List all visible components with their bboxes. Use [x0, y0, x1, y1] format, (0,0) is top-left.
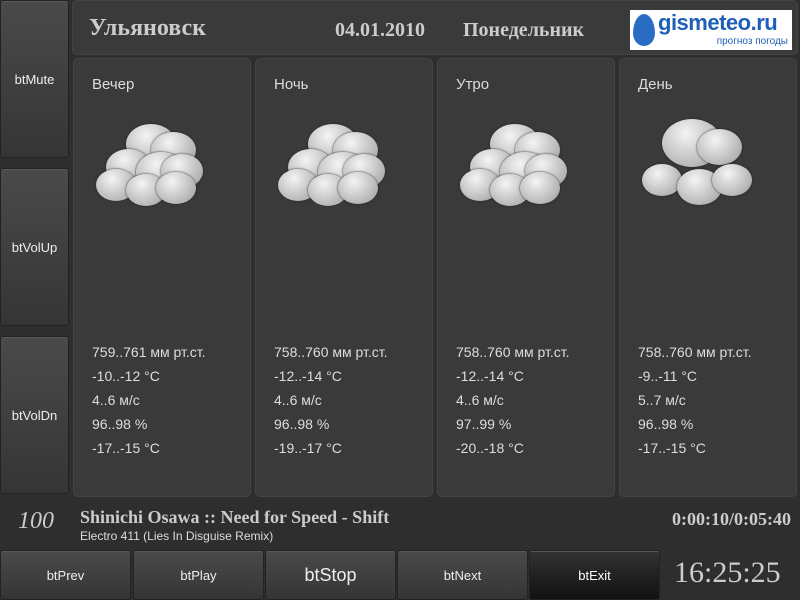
volume-level: 100 — [18, 508, 54, 534]
feels-like: -17..-15 °C — [638, 440, 706, 456]
track-subtitle: Electro 411 (Lies In Disguise Remix) — [80, 529, 274, 543]
humidity: 96..98 % — [274, 416, 330, 432]
cloudy-icon — [460, 114, 570, 206]
logo-tagline: прогноз погоды — [716, 36, 788, 47]
wind: 4..6 м/с — [92, 392, 140, 408]
wind: 5..7 м/с — [638, 392, 686, 408]
humidity: 96..98 % — [638, 416, 694, 432]
cloudy-snow-icon — [642, 114, 752, 205]
wind: 4..6 м/с — [456, 392, 504, 408]
forecast-panel-1: Ночь 758..760 мм рт.ст. -12..-14 °C 4..6… — [255, 58, 433, 497]
period-title: День — [638, 76, 673, 93]
forecast-panel-0: Вечер 759..761 мм рт.ст. -10..-12 °C 4..… — [73, 58, 251, 497]
volume-up-button[interactable]: btVolUp — [0, 168, 69, 326]
mute-button[interactable]: btMute — [0, 0, 69, 158]
city-name: Ульяновск — [89, 15, 207, 41]
pressure: 758..760 мм рт.ст. — [274, 344, 388, 360]
stop-button[interactable]: btStop — [265, 550, 396, 600]
feels-like: -17..-15 °C — [92, 440, 160, 456]
forecast-panel-3: День 758..760 мм рт.ст. -9..-11 °C 5..7 … — [619, 58, 797, 497]
feels-like: -19..-17 °C — [274, 440, 342, 456]
track-time: 0:00:10/0:05:40 — [672, 509, 791, 529]
prev-button[interactable]: btPrev — [0, 550, 131, 600]
temperature: -12..-14 °C — [456, 368, 524, 384]
wind: 4..6 м/с — [274, 392, 322, 408]
humidity: 97..99 % — [456, 416, 512, 432]
exit-button[interactable]: btExit — [529, 550, 660, 600]
date: 04.01.2010 — [335, 19, 425, 41]
temperature: -9..-11 °C — [638, 368, 698, 384]
track-title: Shinichi Osawa :: Need for Speed - Shift — [80, 507, 390, 527]
humidity: 96..98 % — [92, 416, 148, 432]
drop-icon — [633, 14, 655, 46]
cloudy-icon — [96, 114, 206, 206]
period-title: Вечер — [92, 76, 135, 93]
next-button[interactable]: btNext — [397, 550, 528, 600]
cloudy-icon — [278, 114, 388, 206]
play-button[interactable]: btPlay — [133, 550, 264, 600]
volume-down-button[interactable]: btVolDn — [0, 336, 69, 494]
temperature: -12..-14 °C — [274, 368, 342, 384]
logo-brand: gismeteo.ru — [658, 10, 778, 35]
gismeteo-logo: gismeteo.ru прогноз погоды — [630, 10, 792, 50]
header: Ульяновск 04.01.2010 Понедельник gismete… — [72, 0, 798, 55]
clock: 16:25:25 — [674, 556, 781, 589]
weekday: Понедельник — [463, 19, 585, 41]
temperature: -10..-12 °C — [92, 368, 160, 384]
pressure: 758..760 мм рт.ст. — [638, 344, 752, 360]
pressure: 759..761 мм рт.ст. — [92, 344, 206, 360]
pressure: 758..760 мм рт.ст. — [456, 344, 570, 360]
period-title: Утро — [456, 76, 490, 93]
forecast-panel-2: Утро 758..760 мм рт.ст. -12..-14 °C 4..6… — [437, 58, 615, 497]
feels-like: -20..-18 °C — [456, 440, 524, 456]
period-title: Ночь — [274, 76, 309, 93]
